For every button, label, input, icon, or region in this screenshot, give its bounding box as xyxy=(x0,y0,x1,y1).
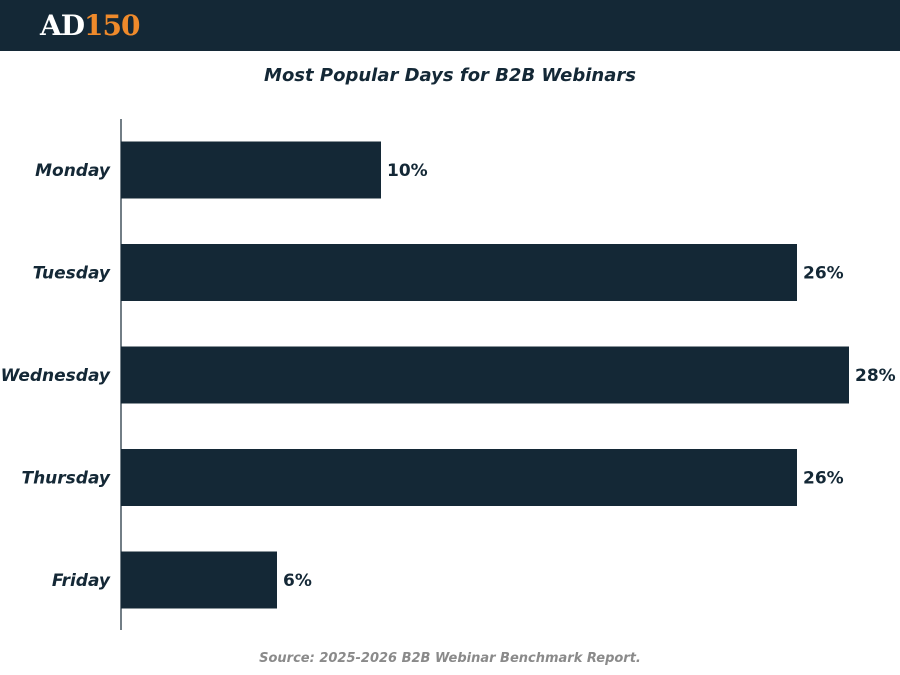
ad150-logo: AD150 xyxy=(40,9,140,43)
bar-wednesday xyxy=(121,346,849,404)
logo-text-ad: AD xyxy=(40,9,85,42)
value-label-tuesday: 26% xyxy=(803,264,844,284)
header-bar: AD150 xyxy=(0,0,900,51)
bar-tuesday xyxy=(121,244,797,301)
value-label-monday: 10% xyxy=(387,161,428,181)
bar-monday xyxy=(121,141,381,199)
category-label-monday: Monday xyxy=(35,161,111,181)
bar-thursday xyxy=(121,449,797,506)
bar-friday xyxy=(121,551,277,609)
category-label-thursday: Thursday xyxy=(21,469,110,489)
category-label-wednesday: Wednesday xyxy=(1,366,111,386)
category-label-friday: Friday xyxy=(52,571,111,591)
chart-title: Most Popular Days for B2B Webinars xyxy=(264,65,636,86)
value-label-friday: 6% xyxy=(283,571,312,591)
source-note: Source: 2025-2026 B2B Webinar Benchmark … xyxy=(259,651,641,666)
logo-text-150: 150 xyxy=(84,9,140,42)
value-label-wednesday: 28% xyxy=(855,366,896,386)
value-label-thursday: 26% xyxy=(803,469,844,489)
category-label-tuesday: Tuesday xyxy=(33,264,111,284)
